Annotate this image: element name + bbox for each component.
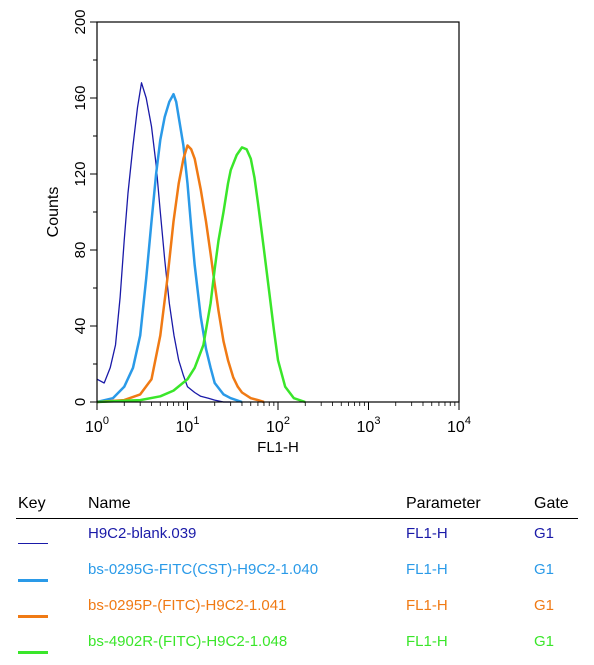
key-swatch: [18, 543, 48, 544]
x-tick-label: 104: [447, 415, 471, 436]
key-row: bs-0295G-FITC(CST)-H9C2-1.040 FL1-H G1: [16, 555, 578, 591]
x-axis-label: FL1-H: [257, 439, 299, 456]
x-tick-label: 103: [357, 415, 381, 436]
header-gate: Gate: [534, 495, 569, 512]
key-swatch: [18, 579, 48, 582]
header-key: Key: [18, 495, 46, 512]
histogram-chart: 0 40 80 120 160 200 100 101 102 103 104 Counts FL…: [45, 9, 471, 456]
y-tick-label: 0: [72, 398, 89, 406]
y-tick-label: 160: [72, 85, 89, 110]
key-row: H9C2-blank.039 FL1-H G1: [16, 519, 578, 555]
key-parameter: FL1-H: [406, 525, 448, 542]
key-name: bs-0295G-FITC(CST)-H9C2-1.040: [88, 561, 319, 578]
y-axis-label: Counts: [45, 187, 62, 238]
key-parameter: FL1-H: [406, 597, 448, 614]
key-parameter: FL1-H: [406, 633, 448, 650]
series-line-2: [96, 92, 243, 404]
y-tick-label: 120: [72, 161, 89, 186]
key-parameter: FL1-H: [406, 561, 448, 578]
y-tick-label: 80: [72, 242, 89, 259]
key-row: bs-0295P-(FITC)-H9C2-1.041 FL1-H G1: [16, 591, 578, 627]
x-axis: 100 101 102 103 104: [85, 402, 471, 436]
key-name: bs-4902R-(FITC)-H9C2-1.048: [88, 633, 288, 650]
key-gate: G1: [534, 597, 555, 614]
series-line-4: [96, 146, 306, 404]
key-swatch: [18, 651, 48, 654]
header-parameter: Parameter: [406, 495, 481, 512]
key-gate: G1: [534, 525, 555, 542]
key-row: bs-4902R-(FITC)-H9C2-1.048 FL1-H G1: [16, 627, 578, 663]
series-line-1: [96, 82, 231, 403]
y-axis: 0 40 80 120 160 200: [72, 9, 97, 406]
header-name: Name: [88, 495, 131, 512]
key-gate: G1: [534, 561, 555, 578]
key-table-header: Key Name Parameter Gate: [16, 494, 578, 519]
key-gate: G1: [534, 633, 555, 650]
key-swatch: [18, 615, 48, 618]
key-table: Key Name Parameter Gate H9C2-blank.039 F…: [16, 494, 578, 663]
key-name: H9C2-blank.039: [88, 525, 197, 542]
series-line-3: [96, 144, 265, 404]
key-name: bs-0295P-(FITC)-H9C2-1.041: [88, 597, 287, 614]
y-tick-label: 40: [72, 318, 89, 335]
x-tick-label: 100: [85, 415, 109, 436]
y-tick-label: 200: [72, 9, 89, 34]
plot-series: [96, 82, 306, 404]
x-tick-label: 101: [176, 415, 200, 436]
x-tick-label: 102: [266, 415, 290, 436]
